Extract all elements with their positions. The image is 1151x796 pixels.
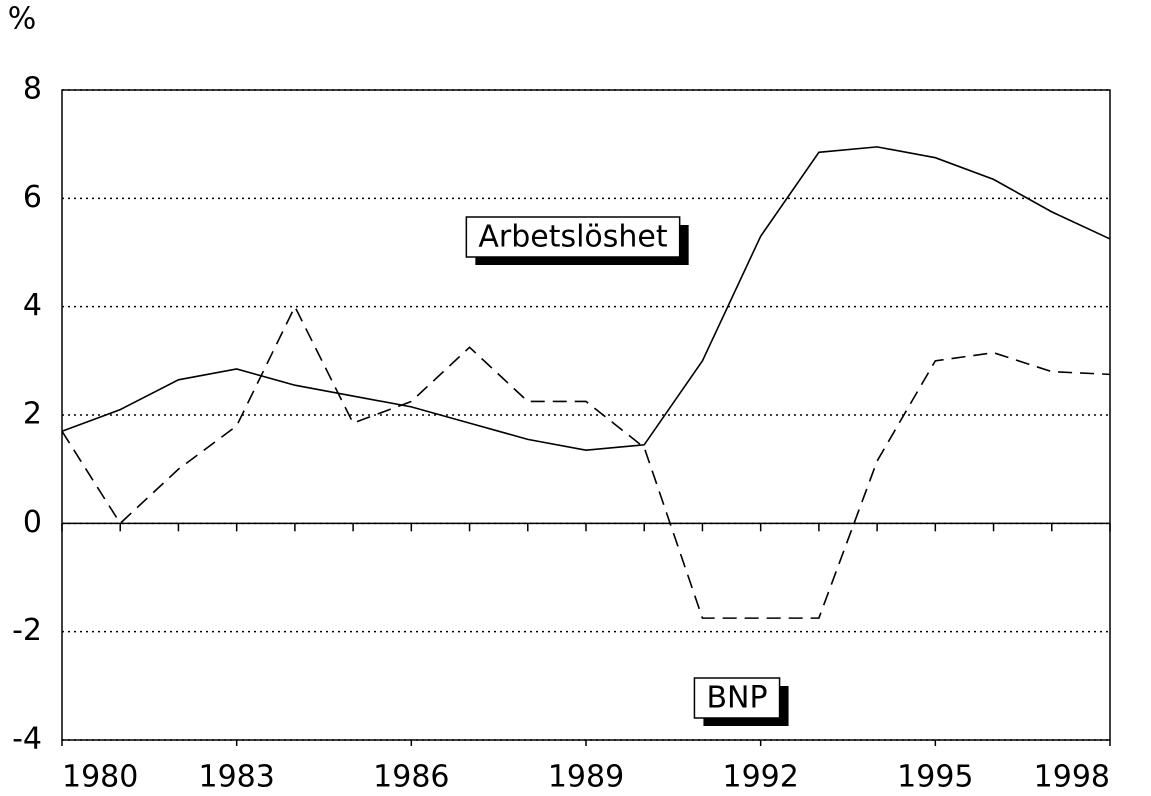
y-tick-label: 6 — [23, 180, 42, 215]
label-box — [465, 216, 681, 258]
series-label: Arbetslöshet — [478, 220, 668, 255]
x-tick-label: 1995 — [897, 760, 973, 795]
y-axis-label: % — [8, 2, 37, 37]
line-series — [61, 304, 1111, 619]
x-tick-label: 1980 — [62, 760, 138, 795]
x-tick-label: 1983 — [198, 760, 274, 795]
x-tick-label: 1992 — [722, 760, 798, 795]
y-tick-label: -4 — [12, 722, 42, 757]
x-tick-label: 1986 — [373, 760, 449, 795]
y-tick-label: 8 — [23, 72, 42, 107]
y-tick-label: 2 — [23, 397, 42, 432]
y-tick-label: -2 — [12, 613, 42, 648]
y-tick-label: 0 — [23, 505, 42, 540]
label-box — [693, 677, 781, 719]
x-tick-label: 1989 — [548, 760, 624, 795]
x-tick-label: 1998 — [1034, 760, 1110, 795]
line-series — [61, 146, 1111, 452]
series-label: BNP — [706, 681, 767, 716]
y-tick-label: 4 — [23, 288, 42, 323]
